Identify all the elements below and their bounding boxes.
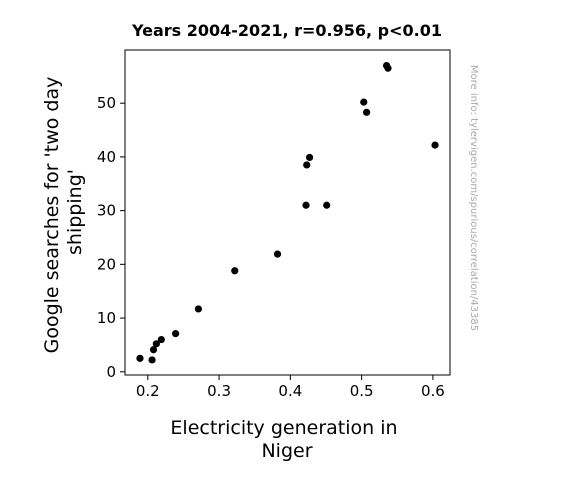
x-tick-label: 0.2 [136, 382, 160, 400]
x-tick-label: 0.5 [350, 382, 374, 400]
data-point [194, 305, 203, 313]
x-axis-label-line-2: Niger [261, 440, 312, 462]
data-point [302, 201, 310, 209]
plot-area-frame [124, 49, 451, 376]
data-point [360, 98, 368, 106]
data-point [172, 330, 180, 338]
y-tick-label: 50 [97, 94, 116, 112]
data-point [323, 201, 331, 209]
data-point [303, 161, 311, 169]
source-note: More info: tylervigen.com/spurious/corre… [468, 65, 479, 331]
y-tick-label: 10 [97, 309, 116, 327]
y-axis-label: Google searches for 'two day shipping' [41, 71, 86, 354]
y-axis: 0 10 20 30 40 50 [97, 94, 125, 381]
chart-title: Years 2004-2021, r=0.956, p<0.01 [131, 21, 442, 40]
data-point [384, 64, 392, 72]
x-tick-label: 0.3 [207, 382, 231, 400]
x-axis-label: Electricity generation in Niger [170, 417, 403, 462]
x-tick-label: 0.4 [278, 382, 302, 400]
data-point [431, 141, 439, 149]
data-point [157, 335, 165, 344]
data-point [136, 354, 144, 362]
data-point [273, 250, 282, 258]
y-tick-label: 20 [97, 255, 116, 273]
data-point [149, 346, 158, 354]
y-tick-label: 0 [106, 363, 116, 381]
data-point [305, 153, 314, 162]
data-point [152, 340, 160, 348]
x-axis-label-line-1: Electricity generation in [170, 417, 397, 439]
data-point [148, 356, 156, 364]
y-axis-label-line-1: Google searches for 'two day [41, 77, 63, 354]
y-axis-label-line-2: shipping' [64, 169, 86, 255]
x-axis: 0.2 0.3 0.4 0.5 0.6 [136, 375, 445, 400]
x-tick-label: 0.6 [421, 382, 445, 400]
data-point [363, 108, 371, 116]
data-points [136, 61, 439, 364]
y-tick-label: 40 [97, 148, 116, 166]
y-tick-label: 30 [97, 202, 116, 220]
data-point [231, 267, 239, 275]
